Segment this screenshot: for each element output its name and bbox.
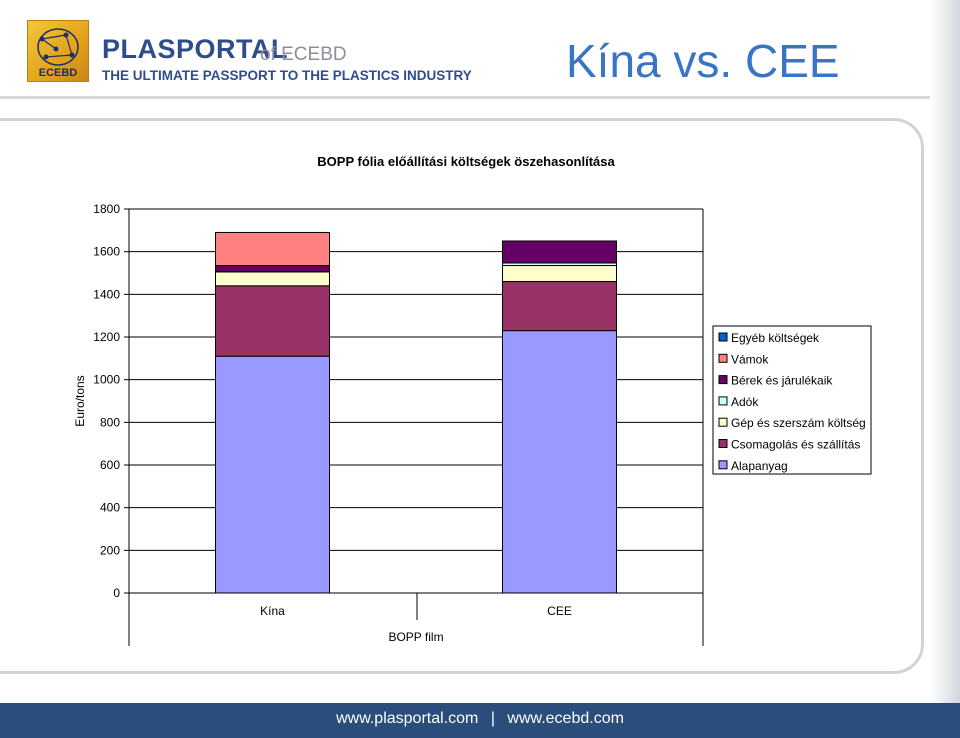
y-tick-label: 800	[100, 415, 120, 429]
legend-frame	[712, 325, 872, 475]
legend-label: Alapanyag	[731, 459, 788, 473]
legend-swatch	[718, 375, 728, 385]
y-tick-label: 0	[113, 586, 120, 600]
legend-label: Adók	[731, 395, 759, 409]
header-divider	[0, 96, 960, 99]
legend-label: Gép és szerszám költség	[731, 416, 866, 430]
stacked-bar-chart: BOPP fólia előállítási költségek öszehas…	[73, 154, 872, 646]
bar-segment	[215, 231, 330, 267]
chart-title: BOPP fólia előállítási költségek öszehas…	[317, 154, 615, 169]
x-tick-label: Kína	[260, 604, 285, 618]
axes: 0 200 400 600 800 1000 1200 1400 1600 1800 Kína CEE	[93, 202, 704, 646]
legend-swatch	[718, 396, 728, 406]
header-bar: ECEBD PLASPORTAL of ECEBD THE ULTIMATE P…	[0, 0, 960, 100]
y-tick-label: 1200	[93, 330, 120, 344]
y-tick-label: 1400	[93, 287, 120, 301]
legend-label: Bérek és járulékaik	[731, 374, 833, 388]
bar-segment	[215, 285, 330, 357]
brand-of: of ECEBD	[260, 44, 347, 65]
legend-swatch	[718, 332, 728, 342]
legend-swatch	[718, 460, 728, 470]
bar-segment	[502, 281, 617, 332]
bar-segment	[502, 265, 617, 283]
footer-link-plasportal[interactable]: www.plasportal.com	[336, 710, 479, 727]
y-axis-label: Euro/tons	[73, 375, 87, 426]
y-tick-label: 200	[100, 543, 120, 557]
legend-swatch	[718, 439, 728, 448]
brand-tagline: THE ULTIMATE PASSPORT TO THE PLASTICS IN…	[102, 68, 472, 83]
footer-links: www.plasportal.com | www.ecebd.com	[0, 710, 960, 728]
y-tick-label: 600	[100, 458, 120, 472]
y-tick-label: 1000	[93, 373, 120, 387]
x-tick-label: CEE	[547, 604, 572, 618]
legend-label: Egyéb költségek	[731, 331, 820, 345]
bar-segment	[215, 355, 330, 594]
y-tick-label: 1800	[93, 202, 120, 216]
logo-label: ECEBD	[38, 67, 78, 79]
bars	[215, 231, 617, 594]
legend-swatch	[718, 353, 728, 363]
legend: Egyéb költségek Vámok Bérek és járulékaik A…	[712, 325, 872, 475]
y-tick-label: 400	[100, 501, 120, 515]
legend-label: Vámok	[731, 352, 769, 366]
y-tick-label: 1600	[93, 245, 120, 259]
bar-segment	[502, 330, 617, 594]
bar-segment	[502, 240, 617, 264]
legend-label: Csomagolás és szállítás	[731, 438, 860, 452]
footer-bar: www.plasportal.com | www.ecebd.com	[0, 703, 960, 738]
bar-segment	[215, 265, 330, 273]
footer-separator: |	[490, 710, 495, 727]
bar-segment	[215, 271, 330, 287]
ecebd-logo: ECEBD	[27, 20, 89, 82]
slide-title: Kína vs. CEE	[566, 35, 840, 87]
right-shadow-decoration	[930, 0, 960, 738]
footer-link-ecebd[interactable]: www.ecebd.com	[507, 710, 624, 727]
x-axis-label: BOPP film	[388, 630, 443, 644]
globe-network-icon	[37, 28, 79, 66]
brand-name: PLASPORTAL	[102, 34, 288, 64]
legend-swatch	[718, 417, 728, 427]
